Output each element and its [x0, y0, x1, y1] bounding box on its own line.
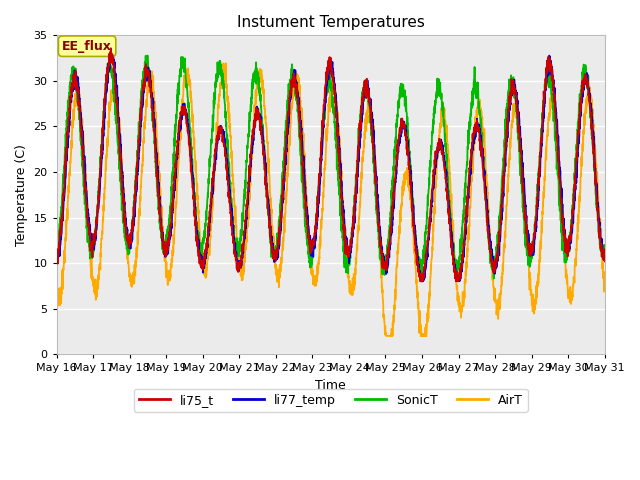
Legend: li75_t, li77_temp, SonicT, AirT: li75_t, li77_temp, SonicT, AirT	[134, 389, 527, 412]
X-axis label: Time: Time	[316, 379, 346, 392]
Text: EE_flux: EE_flux	[62, 40, 112, 53]
Y-axis label: Temperature (C): Temperature (C)	[15, 144, 28, 246]
Title: Instument Temperatures: Instument Temperatures	[237, 15, 424, 30]
